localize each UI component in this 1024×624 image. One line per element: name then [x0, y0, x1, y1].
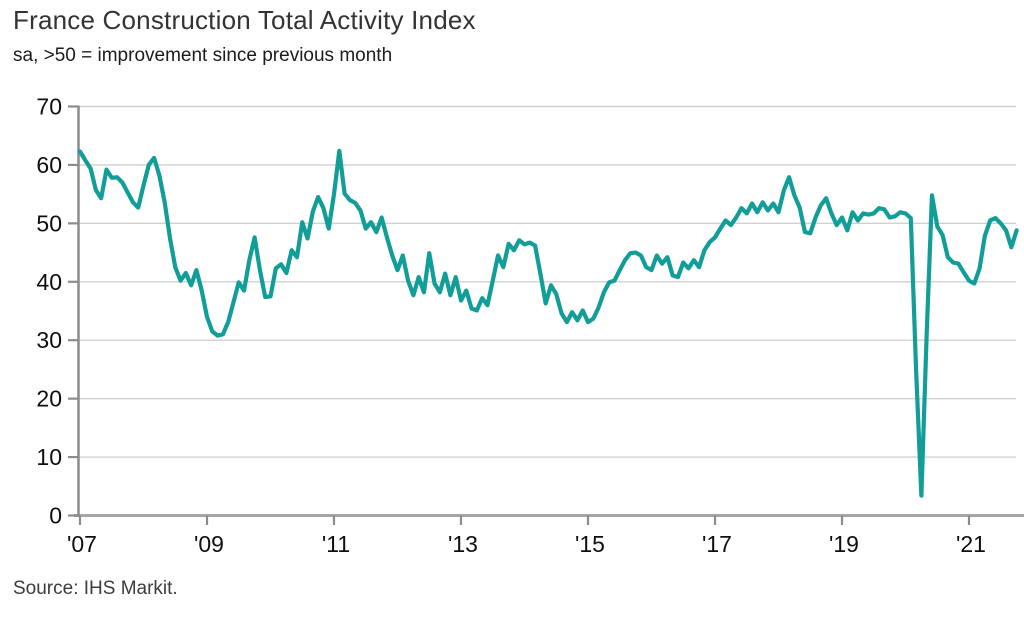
- source-note: Source: IHS Markit.: [13, 578, 178, 599]
- chart-subtitle: sa, >50 = improvement since previous mon…: [13, 45, 393, 66]
- x-tick-label-2021: '21: [956, 531, 986, 557]
- x-axis: '07 '09 '11 '13 '15 '17 '19 '21: [67, 515, 986, 557]
- x-tick-label-2011: '11: [322, 531, 350, 557]
- x-tick-label-2015: '15: [575, 531, 605, 557]
- axes: [74, 105, 1024, 517]
- x-tick-label-2009: '09: [194, 531, 224, 557]
- gridlines: [78, 105, 1016, 458]
- y-tick-label-70: 70: [36, 94, 62, 120]
- x-tick-label-2013: '13: [448, 531, 478, 557]
- chart-title: France Construction Total Activity Index: [13, 5, 476, 35]
- y-tick-label-10: 10: [36, 444, 62, 470]
- y-tick-label-40: 40: [36, 269, 62, 295]
- x-tick-label-2019: '19: [829, 531, 859, 557]
- y-tick-label-30: 30: [36, 327, 62, 353]
- y-tick-label-20: 20: [36, 386, 62, 412]
- x-tick-label-2007: '07: [67, 531, 97, 557]
- y-axis: 0 10 20 30 40 50 60 70: [36, 94, 79, 529]
- y-tick-label-50: 50: [36, 210, 62, 236]
- series-line-total-activity: [77, 148, 1019, 498]
- y-tick-label-60: 60: [36, 152, 62, 178]
- x-tick-label-2017: '17: [702, 531, 732, 557]
- y-tick-label-0: 0: [49, 503, 62, 529]
